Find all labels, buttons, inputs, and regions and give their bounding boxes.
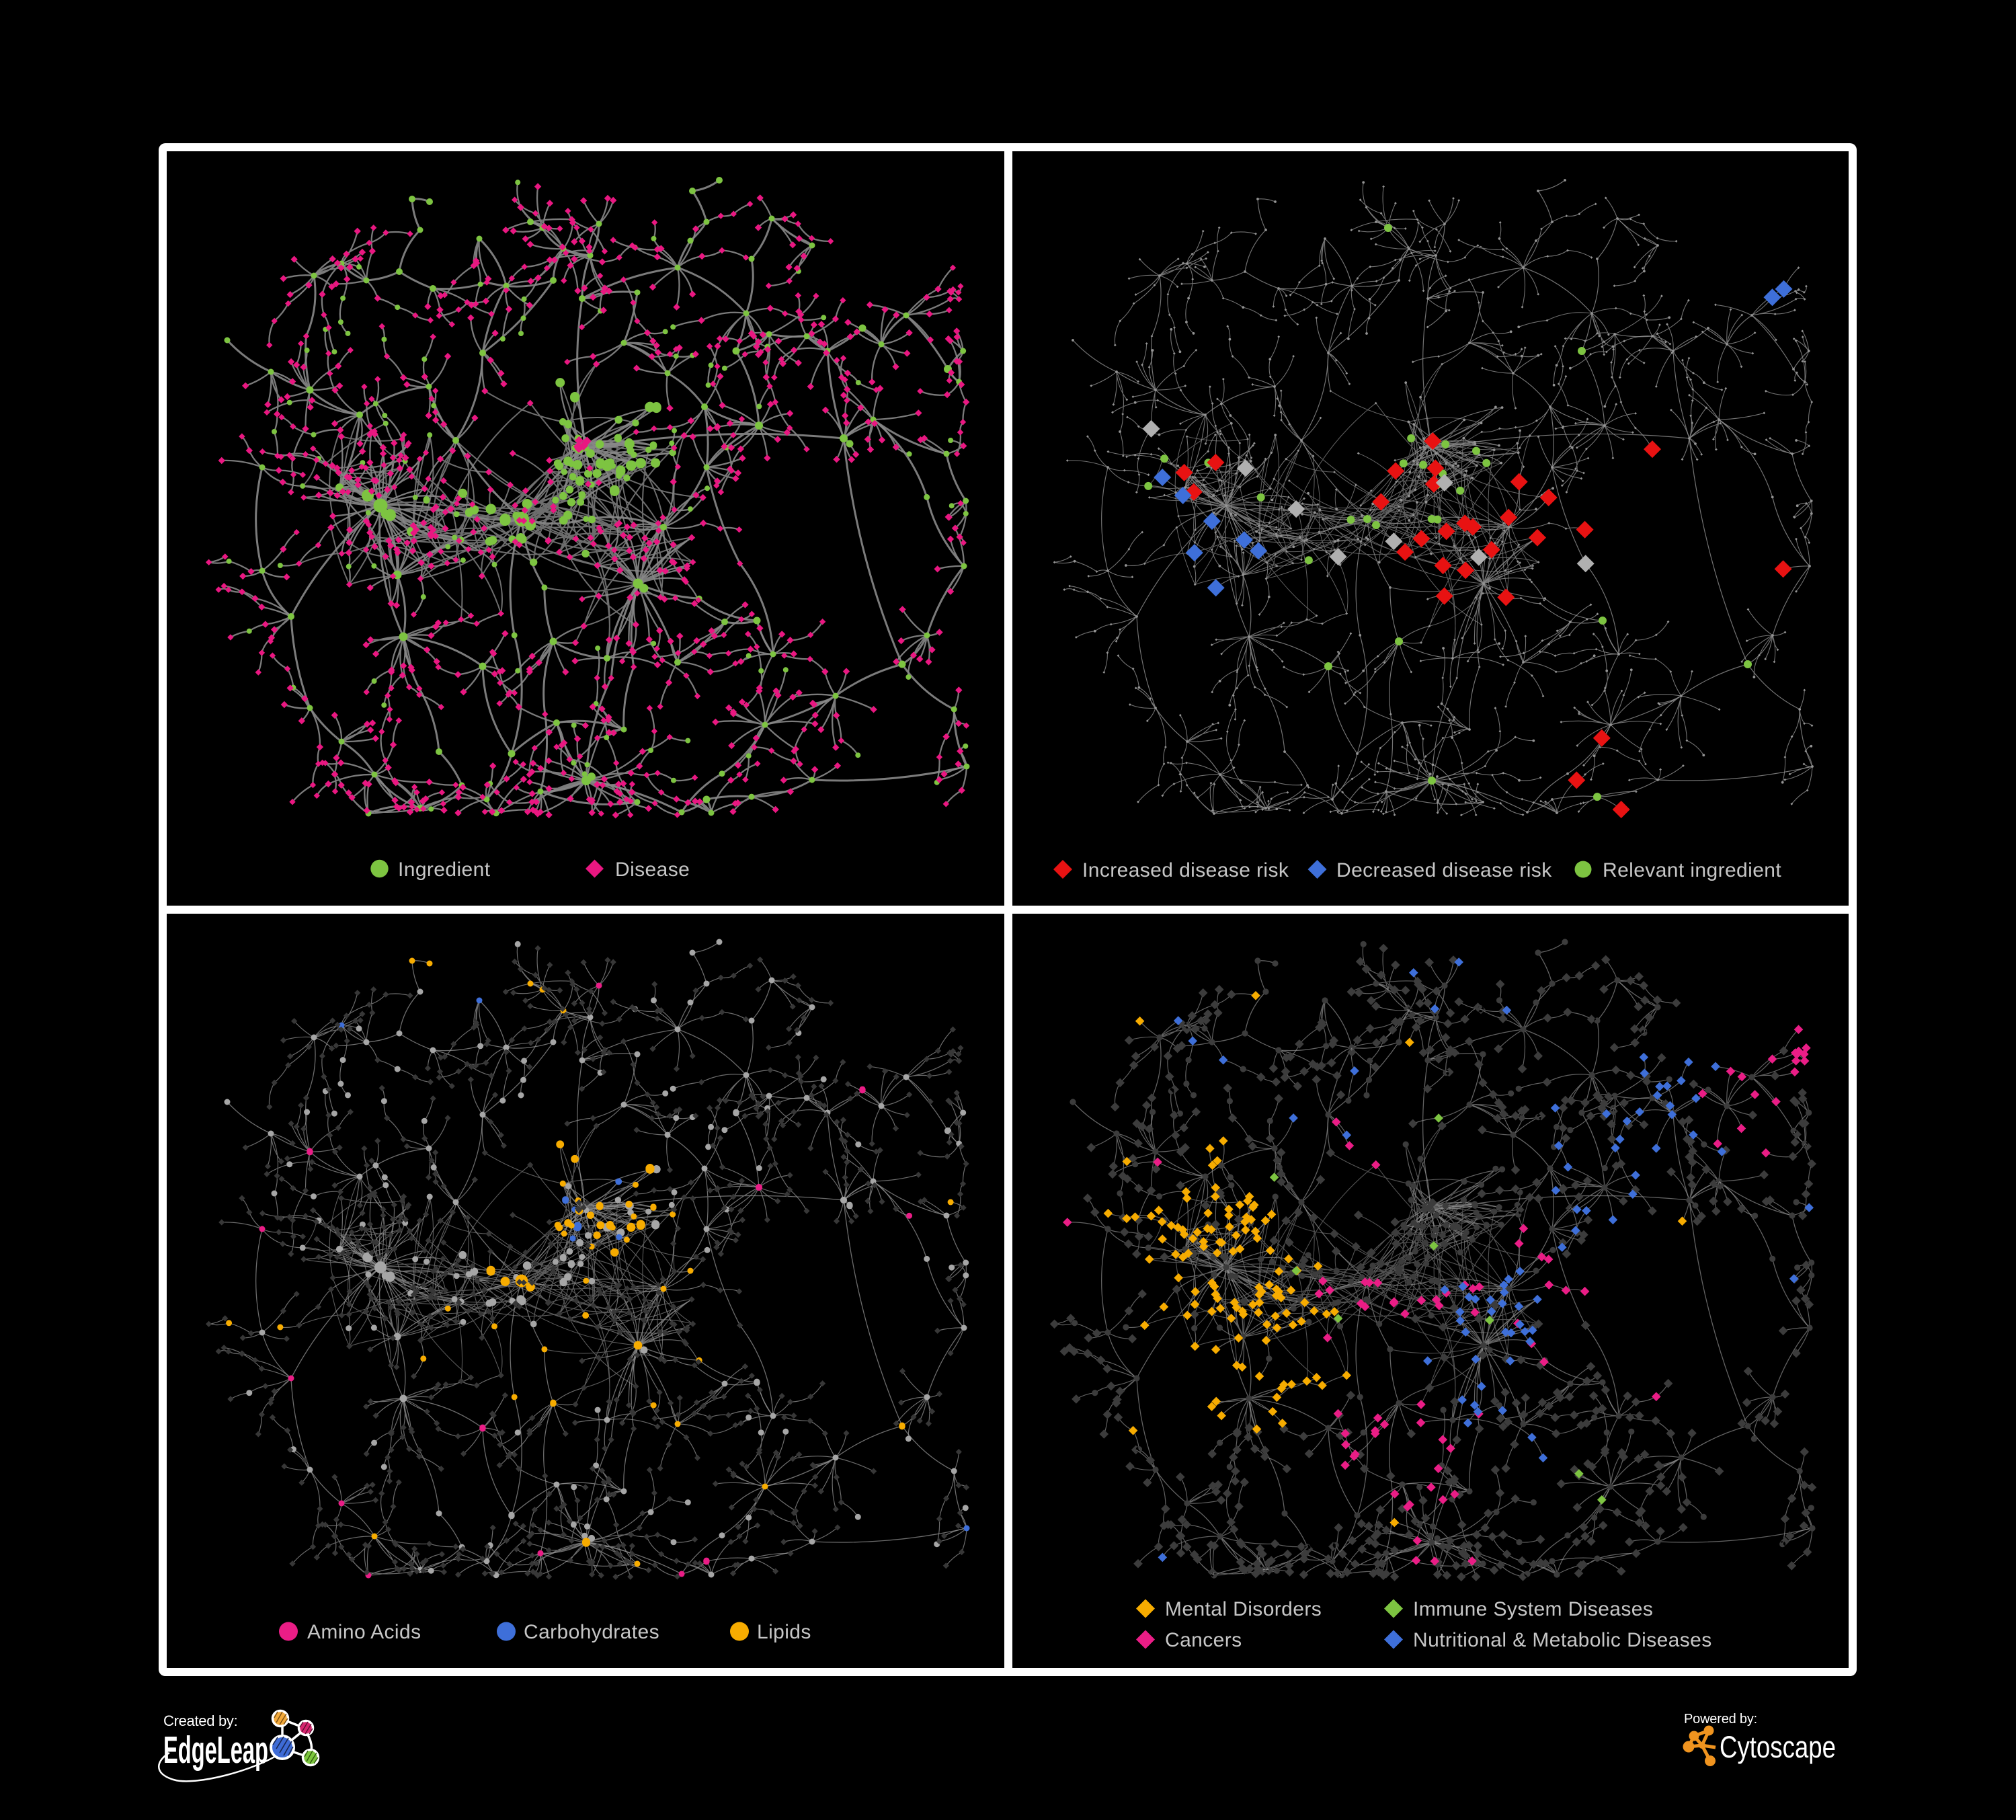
svg-text:Relevant ingredient: Relevant ingredient (1603, 859, 1781, 881)
svg-text:Immune System Diseases: Immune System Diseases (1413, 1598, 1653, 1620)
svg-text:EdgeLeap: EdgeLeap (163, 1729, 268, 1772)
svg-text:Increased disease risk: Increased disease risk (1082, 859, 1289, 881)
svg-text:Cancers: Cancers (1165, 1629, 1242, 1651)
svg-text:Cytoscape: Cytoscape (1720, 1730, 1836, 1764)
svg-text:Lipids: Lipids (757, 1621, 811, 1643)
svg-text:Created by:: Created by: (163, 1712, 237, 1729)
svg-text:Ingredient: Ingredient (398, 859, 491, 881)
svg-text:Carbohydrates: Carbohydrates (524, 1621, 659, 1643)
svg-text:Powered by:: Powered by: (1684, 1712, 1757, 1727)
svg-text:Disease: Disease (615, 859, 690, 881)
svg-text:Decreased disease risk: Decreased disease risk (1336, 859, 1552, 881)
svg-text:Nutritional & Metabolic Diseas: Nutritional & Metabolic Diseases (1413, 1629, 1712, 1651)
svg-text:Amino Acids: Amino Acids (307, 1621, 421, 1643)
svg-text:Mental Disorders: Mental Disorders (1165, 1598, 1322, 1620)
